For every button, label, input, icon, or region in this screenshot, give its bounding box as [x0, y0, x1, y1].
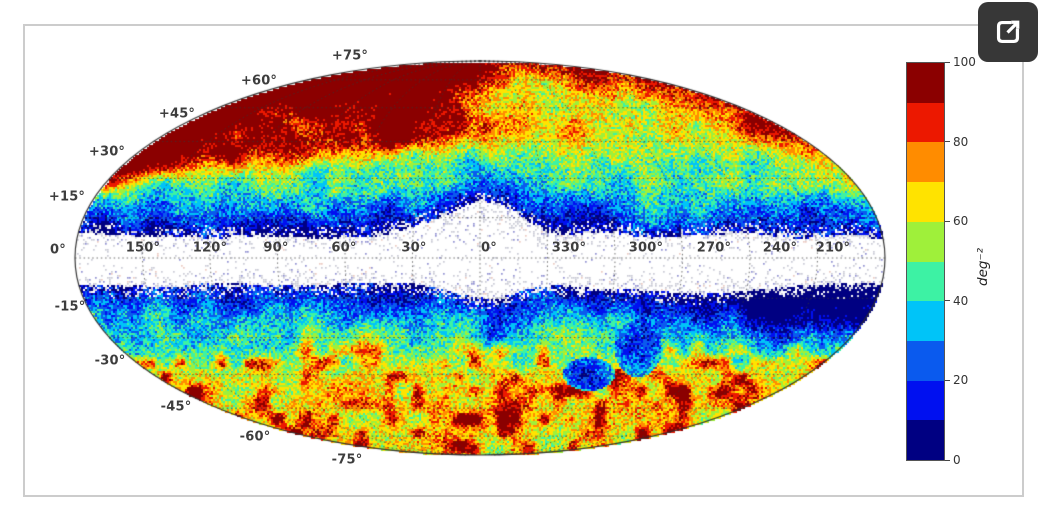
- lat-tick-label: +15°: [48, 189, 86, 205]
- colorbar-tick-label: 80: [953, 134, 969, 149]
- colorbar-segment: [907, 142, 944, 183]
- lon-tick-label: 0°: [481, 240, 497, 256]
- colorbar-unit-label: deg⁻²: [975, 248, 991, 286]
- lat-tick-label: -75°: [331, 452, 363, 468]
- external-link-icon: [996, 20, 1020, 44]
- colorbar: [906, 62, 945, 461]
- lat-tick-label: +30°: [88, 144, 126, 160]
- colorbar-tick-mark: [945, 220, 950, 222]
- lon-tick-label: 60°: [331, 240, 357, 256]
- lon-tick-label: 270°: [696, 240, 732, 256]
- lon-tick-label: 120°: [192, 240, 228, 256]
- mollweide-sky-map-canvas: [25, 26, 1022, 495]
- lat-tick-label: +60°: [240, 73, 278, 89]
- lat-tick-label: +75°: [331, 48, 369, 64]
- colorbar-segment: [907, 63, 944, 103]
- figure-panel: +75° +60° +45° +30° +15° 0° -15° -30° -45° -60° -7…: [23, 24, 1024, 497]
- lon-tick-label: 30°: [401, 240, 427, 256]
- colorbar-segment: [907, 380, 944, 421]
- lat-tick-label: -45°: [160, 399, 192, 415]
- lat-tick-label: -15°: [54, 299, 86, 315]
- colorbar-tick-mark: [945, 61, 950, 63]
- colorbar-segment: [907, 420, 944, 461]
- colorbar-tick-label: 0: [953, 453, 961, 467]
- colorbar-tick-label: 20: [953, 373, 969, 388]
- lat-tick-label: -30°: [94, 353, 126, 369]
- colorbar-tick-label: 60: [953, 214, 969, 229]
- colorbar-tick-mark: [945, 379, 950, 381]
- colorbar-segment: [907, 301, 944, 341]
- lon-tick-label: 300°: [628, 240, 664, 256]
- lat-tick-label: 0°: [50, 242, 66, 258]
- lon-tick-label: 90°: [263, 240, 289, 256]
- lon-tick-label: 240°: [762, 240, 798, 256]
- colorbar-tick-mark: [945, 459, 950, 461]
- colorbar-tick-mark: [945, 300, 950, 302]
- colorbar-tick-mark: [945, 141, 950, 143]
- colorbar-segment: [907, 102, 944, 143]
- colorbar-segment: [907, 340, 944, 381]
- lon-tick-label: 210°: [815, 240, 851, 256]
- colorbar-tick-label: 100: [953, 55, 976, 69]
- external-link-button[interactable]: [978, 2, 1038, 62]
- colorbar-segment: [907, 221, 944, 262]
- lon-tick-label: 330°: [551, 240, 587, 256]
- colorbar-segment: [907, 261, 944, 302]
- lat-tick-label: +45°: [158, 106, 196, 122]
- colorbar-tick-label: 40: [953, 293, 969, 308]
- colorbar-segment: [907, 182, 944, 222]
- lat-tick-label: -60°: [239, 429, 271, 445]
- lon-tick-label: 150°: [125, 240, 161, 256]
